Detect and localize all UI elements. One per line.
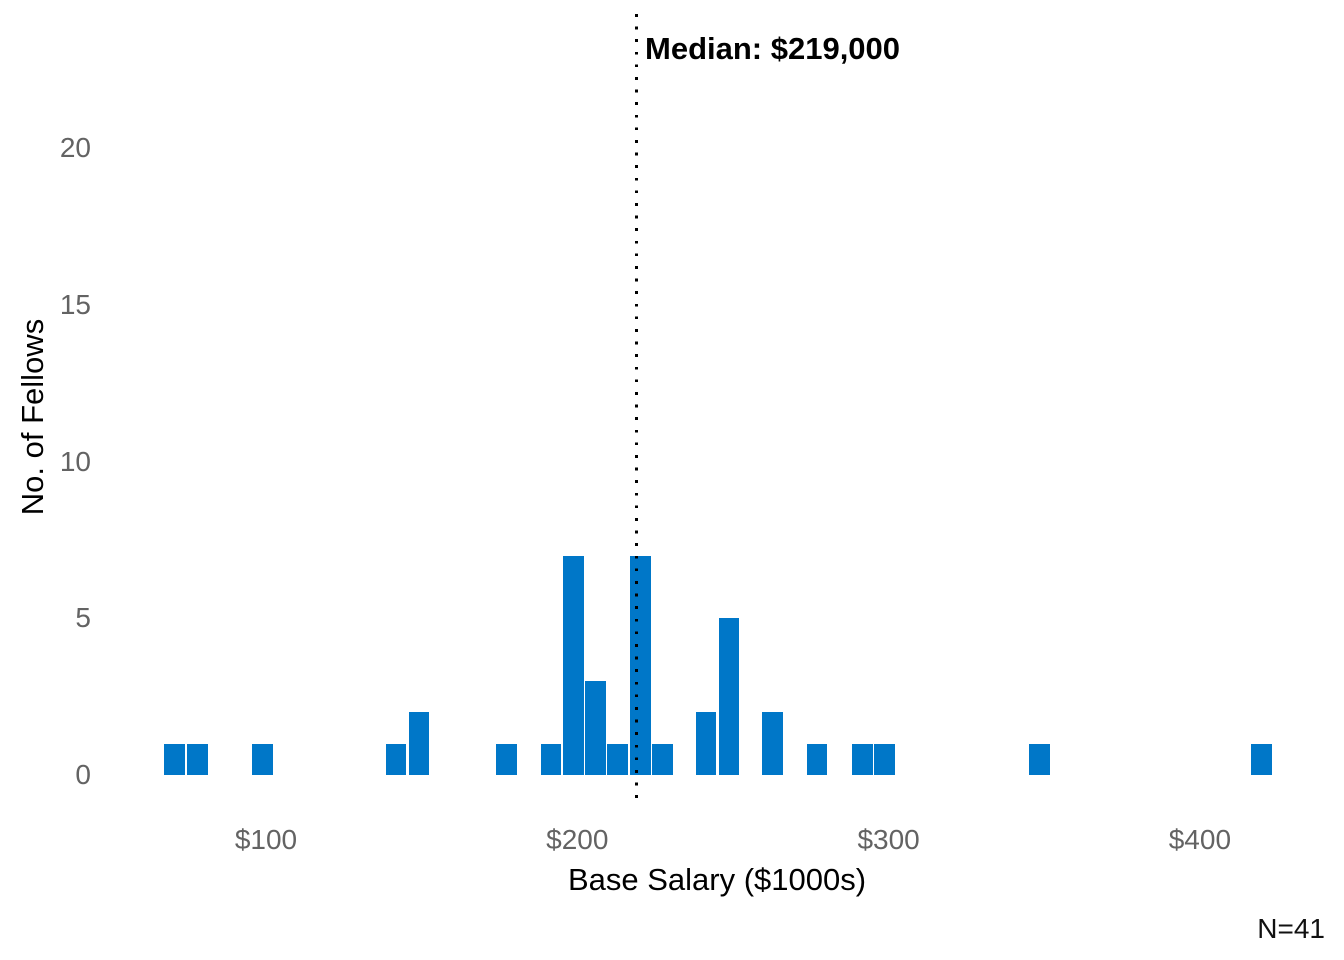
histogram-bar bbox=[385, 743, 407, 775]
histogram-bar bbox=[408, 712, 430, 775]
x-tick-label: $200 bbox=[546, 824, 609, 855]
median-annotation: Median: $219,000 bbox=[645, 31, 901, 66]
histogram-bar bbox=[252, 743, 273, 775]
histogram-bar bbox=[607, 743, 629, 775]
histogram-bar bbox=[496, 743, 517, 775]
sample-size-label: N=41 bbox=[1257, 913, 1325, 944]
x-axis-title: Base Salary ($1000s) bbox=[567, 862, 867, 897]
histogram-bar bbox=[585, 681, 606, 775]
histogram-bar bbox=[187, 743, 208, 775]
histogram-bar bbox=[563, 555, 584, 775]
y-tick-label: 10 bbox=[59, 445, 91, 477]
histogram-bar bbox=[164, 743, 186, 775]
histogram-bar bbox=[806, 743, 828, 775]
histogram-bar bbox=[1029, 743, 1050, 775]
y-axis-title: No. of Fellows bbox=[15, 318, 50, 516]
y-tick-label: 20 bbox=[59, 132, 91, 164]
x-tick-label: $100 bbox=[234, 824, 298, 855]
histogram-bar bbox=[873, 743, 895, 775]
histogram-bar bbox=[630, 555, 651, 775]
median-line bbox=[635, 14, 638, 808]
histogram-bar bbox=[762, 712, 784, 775]
y-tick-label: 0 bbox=[75, 759, 91, 790]
histogram-bar bbox=[718, 618, 740, 775]
histogram-bar bbox=[1250, 743, 1272, 775]
histogram-bar bbox=[852, 743, 873, 775]
y-tick-label: 5 bbox=[75, 602, 91, 634]
histogram-bar bbox=[540, 743, 562, 775]
x-tick-label: $400 bbox=[1168, 824, 1232, 855]
y-tick-label: 15 bbox=[59, 289, 91, 321]
histogram-bar bbox=[652, 743, 673, 775]
histogram-bar bbox=[695, 712, 717, 775]
x-tick-label: $300 bbox=[857, 824, 920, 855]
